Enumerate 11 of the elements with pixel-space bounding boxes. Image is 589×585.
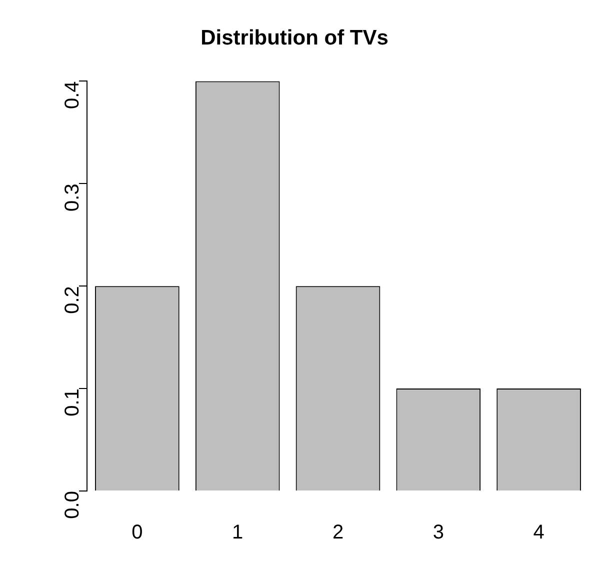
x-tick-label: 3 xyxy=(432,522,444,544)
y-tick-label: 0.0 xyxy=(62,491,84,519)
y-tick-label: 0.3 xyxy=(62,184,84,212)
chart-title: Distribution of TVs xyxy=(200,26,388,50)
x-tick-label: 0 xyxy=(132,522,143,544)
y-tick-label: 0.1 xyxy=(62,388,84,416)
x-tick-label: 2 xyxy=(332,522,344,544)
y-tick-label: 0.4 xyxy=(62,81,84,110)
y-tick-label: 0.2 xyxy=(62,286,84,314)
x-tick-label: 1 xyxy=(232,522,244,544)
x-tick-label: 4 xyxy=(533,522,544,544)
